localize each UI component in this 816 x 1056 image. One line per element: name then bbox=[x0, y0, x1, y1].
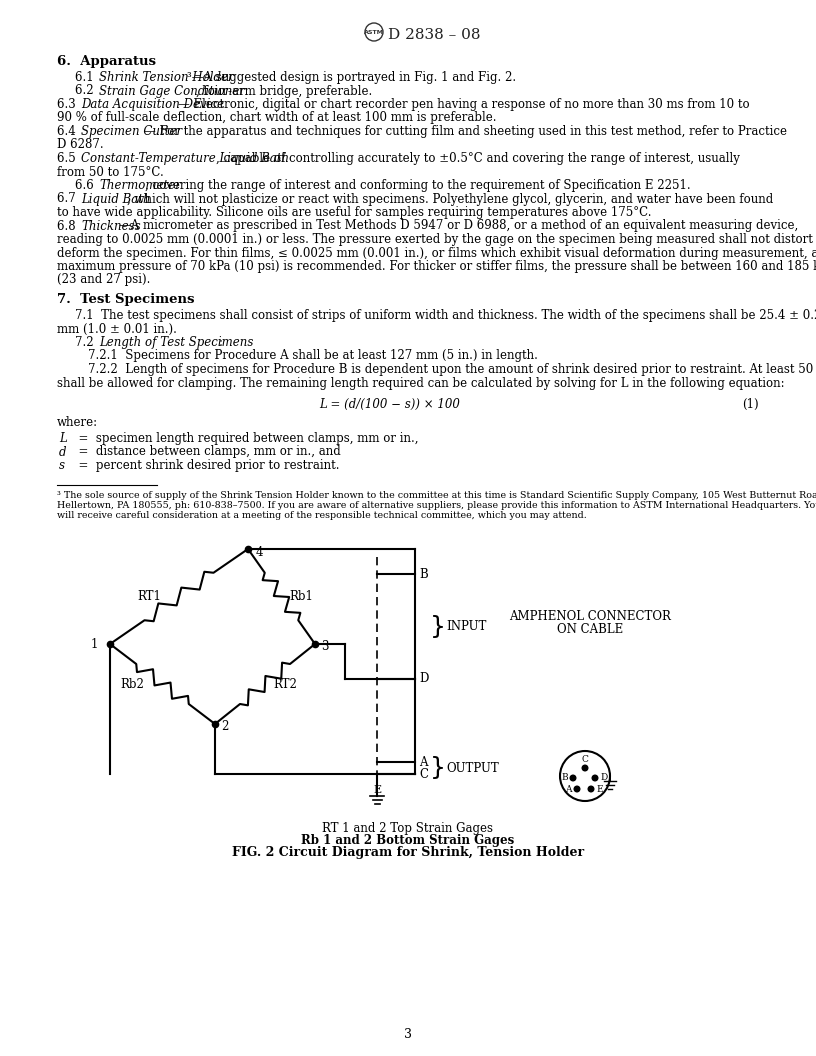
Text: reading to 0.0025 mm (0.0001 in.) or less. The pressure exerted by the gage on t: reading to 0.0025 mm (0.0001 in.) or les… bbox=[57, 233, 816, 246]
Text: RT2: RT2 bbox=[273, 678, 297, 691]
Text: 3: 3 bbox=[404, 1029, 412, 1041]
Text: E: E bbox=[373, 785, 381, 795]
Text: L: L bbox=[59, 432, 67, 445]
Text: will receive careful consideration at a meeting of the responsible technical com: will receive careful consideration at a … bbox=[57, 510, 587, 520]
Text: Data Acquisition Device: Data Acquisition Device bbox=[82, 98, 224, 111]
Text: Liquid Bath: Liquid Bath bbox=[82, 192, 151, 206]
Text: maximum pressure of 70 kPa (10 psi) is recommended. For thicker or stiffer films: maximum pressure of 70 kPa (10 psi) is r… bbox=[57, 260, 816, 274]
Text: , which will not plasticize or react with specimens. Polyethylene glycol, glycer: , which will not plasticize or react wit… bbox=[127, 192, 774, 206]
Circle shape bbox=[588, 787, 594, 792]
Text: Hellertown, PA 180555, ph: 610-838–7500. If you are aware of alternative supplie: Hellertown, PA 180555, ph: 610-838–7500.… bbox=[57, 501, 816, 510]
Text: FIG. 2 Circuit Diagram for Shrink, Tension Holder: FIG. 2 Circuit Diagram for Shrink, Tensi… bbox=[232, 846, 584, 859]
Text: 6.6: 6.6 bbox=[75, 180, 101, 192]
Text: }: } bbox=[430, 615, 446, 639]
Text: =  distance between clamps, mm or in., and: = distance between clamps, mm or in., an… bbox=[71, 446, 341, 458]
Text: —A micrometer as prescribed in Test Methods D 5947 or D 6988, or a method of an : —A micrometer as prescribed in Test Meth… bbox=[119, 220, 798, 232]
Text: D: D bbox=[600, 773, 607, 782]
Text: =  percent shrink desired prior to restraint.: = percent shrink desired prior to restra… bbox=[71, 459, 339, 472]
Text: 7.1  The test specimens shall consist of strips of uniform width and thickness. : 7.1 The test specimens shall consist of … bbox=[75, 309, 816, 322]
Text: ASTM: ASTM bbox=[364, 30, 384, 35]
Text: Rb2: Rb2 bbox=[121, 678, 144, 691]
Text: D 2838 – 08: D 2838 – 08 bbox=[388, 29, 481, 42]
Text: 7.2: 7.2 bbox=[75, 336, 101, 348]
Text: , capable of controlling accurately to ±0.5°C and covering the range of interest: , capable of controlling accurately to ±… bbox=[215, 152, 739, 165]
Text: 7.2.1  Specimens for Procedure A shall be at least 127 mm (5 in.) in length.: 7.2.1 Specimens for Procedure A shall be… bbox=[88, 350, 538, 362]
Text: 1: 1 bbox=[91, 638, 98, 650]
Text: 6.3: 6.3 bbox=[57, 98, 83, 111]
Text: 2: 2 bbox=[221, 719, 228, 733]
Text: 6.  Apparatus: 6. Apparatus bbox=[57, 55, 156, 68]
Text: L = (d/(100 − s)) × 100: L = (d/(100 − s)) × 100 bbox=[320, 398, 460, 411]
Text: Length of Test Specimens: Length of Test Specimens bbox=[99, 336, 254, 348]
Circle shape bbox=[582, 766, 588, 771]
Text: , covering the range of interest and conforming to the requirement of Specificat: , covering the range of interest and con… bbox=[145, 180, 691, 192]
Text: ³ The sole source of supply of the Shrink Tension Holder known to the committee : ³ The sole source of supply of the Shrin… bbox=[57, 491, 816, 501]
Text: to have wide applicability. Silicone oils are useful for samples requiring tempe: to have wide applicability. Silicone oil… bbox=[57, 206, 651, 219]
Text: 6.8: 6.8 bbox=[57, 220, 83, 232]
Text: ON CABLE: ON CABLE bbox=[557, 623, 623, 636]
Text: }: } bbox=[430, 756, 446, 780]
Text: — Electronic, digital or chart recorder pen having a response of no more than 30: — Electronic, digital or chart recorder … bbox=[178, 98, 749, 111]
Text: (23 and 27 psi).: (23 and 27 psi). bbox=[57, 274, 150, 286]
Text: RT1: RT1 bbox=[137, 590, 161, 603]
Text: D 6287.: D 6287. bbox=[57, 138, 104, 151]
Text: =  specimen length required between clamps, mm or in.,: = specimen length required between clamp… bbox=[71, 432, 419, 445]
Text: 6.1: 6.1 bbox=[75, 71, 101, 84]
Text: 6.7: 6.7 bbox=[57, 192, 83, 206]
Text: B: B bbox=[561, 773, 568, 782]
Text: , four-arm bridge, preferable.: , four-arm bridge, preferable. bbox=[196, 84, 372, 97]
Text: D: D bbox=[419, 673, 428, 685]
Text: from 50 to 175°C.: from 50 to 175°C. bbox=[57, 166, 164, 178]
Circle shape bbox=[570, 775, 576, 780]
Text: 90 % of full-scale deflection, chart width of at least 100 mm is preferable.: 90 % of full-scale deflection, chart wid… bbox=[57, 112, 496, 125]
Text: 4: 4 bbox=[256, 546, 264, 559]
Text: Thickness: Thickness bbox=[82, 220, 141, 232]
Text: — For the apparatus and techniques for cutting film and sheeting used in this te: — For the apparatus and techniques for c… bbox=[144, 125, 787, 138]
Text: B: B bbox=[419, 567, 428, 581]
Text: Rb 1 and 2 Bottom Strain Gages: Rb 1 and 2 Bottom Strain Gages bbox=[301, 834, 515, 847]
Text: Specimen Cutter: Specimen Cutter bbox=[82, 125, 182, 138]
Text: shall be allowed for clamping. The remaining length required can be calculated b: shall be allowed for clamping. The remai… bbox=[57, 377, 785, 390]
Text: OUTPUT: OUTPUT bbox=[446, 761, 499, 774]
Text: INPUT: INPUT bbox=[446, 620, 486, 633]
Text: A: A bbox=[419, 755, 428, 769]
Text: d: d bbox=[59, 446, 66, 458]
Text: 6.5: 6.5 bbox=[57, 152, 83, 165]
Text: s: s bbox=[59, 459, 65, 472]
Text: :: : bbox=[219, 336, 223, 348]
Text: (1): (1) bbox=[743, 398, 759, 411]
Text: C: C bbox=[419, 768, 428, 780]
Text: where:: where: bbox=[57, 416, 98, 430]
Text: Shrink Tension Holder: Shrink Tension Holder bbox=[100, 71, 234, 84]
Text: 6.4: 6.4 bbox=[57, 125, 83, 138]
Text: Thermometer: Thermometer bbox=[100, 180, 181, 192]
Text: mm (1.0 ± 0.01 in.).: mm (1.0 ± 0.01 in.). bbox=[57, 322, 177, 336]
Text: 3: 3 bbox=[321, 640, 329, 653]
Text: 7.  Test Specimens: 7. Test Specimens bbox=[57, 293, 194, 306]
Text: A: A bbox=[565, 785, 572, 793]
Text: C: C bbox=[582, 755, 588, 763]
Text: Rb1: Rb1 bbox=[290, 590, 313, 603]
Text: E: E bbox=[596, 785, 603, 793]
Circle shape bbox=[574, 787, 580, 792]
Text: deform the specimen. For thin films, ≤ 0.0025 mm (0.001 in.), or films which exh: deform the specimen. For thin films, ≤ 0… bbox=[57, 246, 816, 260]
Text: Strain Gage Conditioner: Strain Gage Conditioner bbox=[100, 84, 246, 97]
Text: 6.2: 6.2 bbox=[75, 84, 101, 97]
Text: Constant-Temperature Liquid Bath: Constant-Temperature Liquid Bath bbox=[82, 152, 290, 165]
Text: ³—A suggested design is portrayed in Fig. 1 and Fig. 2.: ³—A suggested design is portrayed in Fig… bbox=[188, 71, 517, 84]
Text: 7.2.2  Length of specimens for Procedure B is dependent upon the amount of shrin: 7.2.2 Length of specimens for Procedure … bbox=[88, 363, 816, 376]
Circle shape bbox=[592, 775, 598, 780]
Text: AMPHENOL CONNECTOR: AMPHENOL CONNECTOR bbox=[509, 610, 671, 623]
Text: RT 1 and 2 Top Strain Gages: RT 1 and 2 Top Strain Gages bbox=[322, 822, 494, 835]
